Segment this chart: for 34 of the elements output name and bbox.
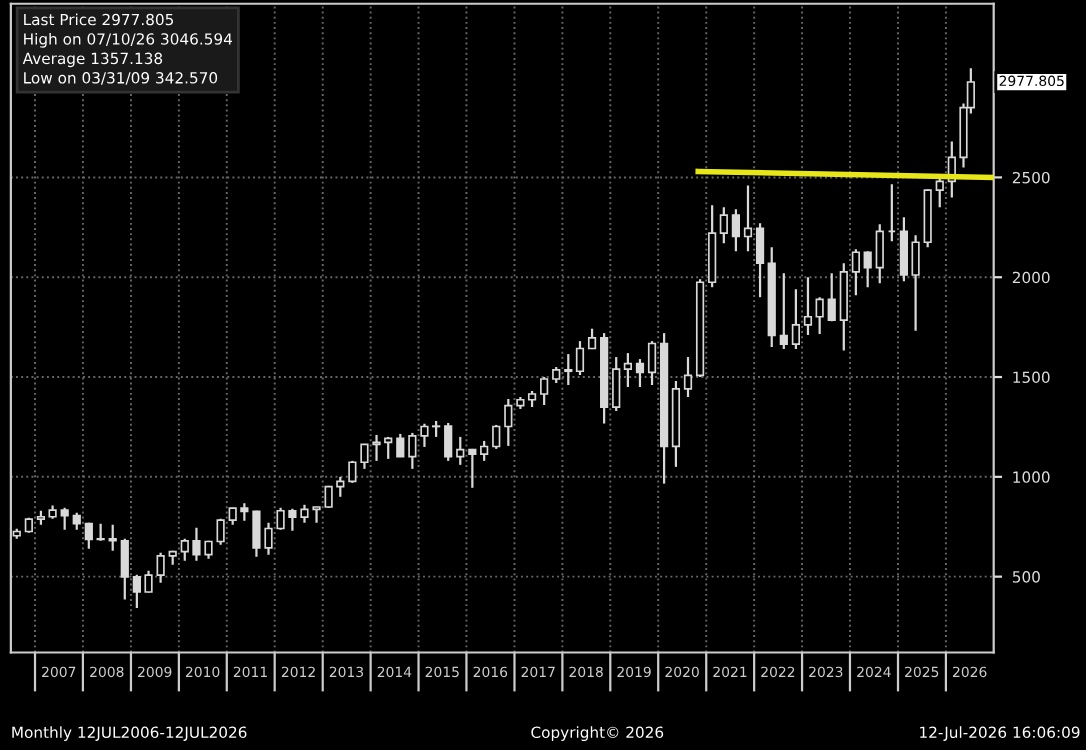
candlestick <box>396 432 405 458</box>
candlestick <box>156 551 165 584</box>
candlestick <box>791 288 801 351</box>
candlestick <box>863 250 872 289</box>
candlestick <box>120 537 129 601</box>
candlestick <box>504 397 513 448</box>
candlestick <box>779 272 788 351</box>
candlestick <box>635 357 645 389</box>
candlestick <box>851 248 860 297</box>
candlestick <box>84 521 93 550</box>
candlestick <box>468 447 477 489</box>
candlestick <box>623 351 633 389</box>
candlestick <box>564 352 573 387</box>
candlestick <box>755 222 765 299</box>
candlestick <box>935 176 944 209</box>
candlestick <box>60 506 69 531</box>
candlestick <box>647 339 657 387</box>
candlestick <box>719 206 728 245</box>
candlestick <box>612 355 621 413</box>
candlestick <box>444 421 453 462</box>
candlestick <box>683 355 693 399</box>
candlestick <box>827 272 836 323</box>
candlestick <box>731 208 741 253</box>
candlestick <box>540 375 549 407</box>
candlestick <box>108 523 117 552</box>
candlestick <box>575 339 585 377</box>
candlestick <box>815 296 824 336</box>
candlestick <box>492 423 501 450</box>
candlestick <box>875 223 884 285</box>
candlestick <box>480 439 489 462</box>
candlestick <box>743 184 753 253</box>
candlestick <box>456 435 465 466</box>
candlestick <box>408 431 417 470</box>
candlestick <box>803 276 813 337</box>
